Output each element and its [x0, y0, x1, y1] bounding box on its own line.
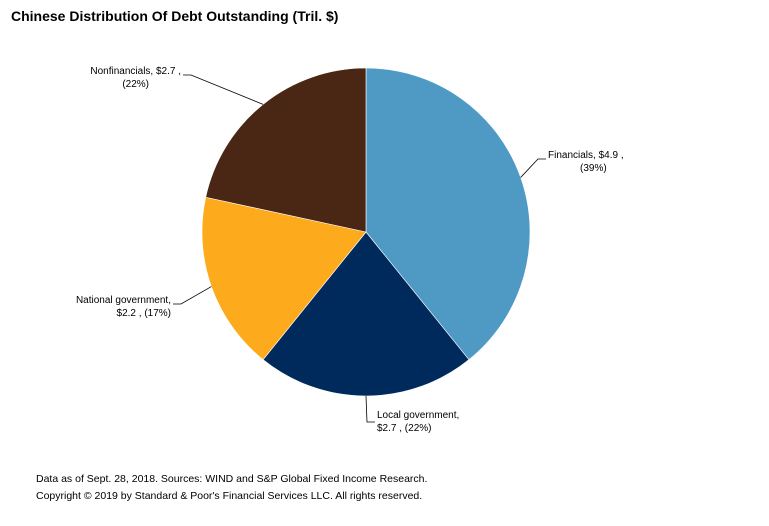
leader-line: [183, 74, 264, 105]
leader-line: [365, 395, 375, 423]
chart-title: Chinese Distribution Of Debt Outstanding…: [11, 8, 339, 24]
pie-slice-financials: [365, 67, 531, 361]
slice-label: Local government, $2.7 , (22%): [377, 410, 459, 434]
leader-line: [520, 158, 546, 178]
pie-slice-local-government: [262, 231, 470, 397]
slice-label: Nonfinancials, $2.7 , (22%): [90, 66, 181, 90]
slice-label: Financials, $4.9 , (39%): [548, 150, 624, 174]
pie-slice-national-government: [201, 196, 367, 361]
leader-line: [173, 286, 212, 305]
pie-slice-nonfinancials: [205, 67, 367, 233]
slice-label: National government, $2.2 , (17%): [76, 295, 171, 319]
copyright-note: Copyright © 2019 by Standard & Poor's Fi…: [36, 490, 423, 502]
source-note: Data as of Sept. 28, 2018. Sources: WIND…: [36, 473, 428, 485]
